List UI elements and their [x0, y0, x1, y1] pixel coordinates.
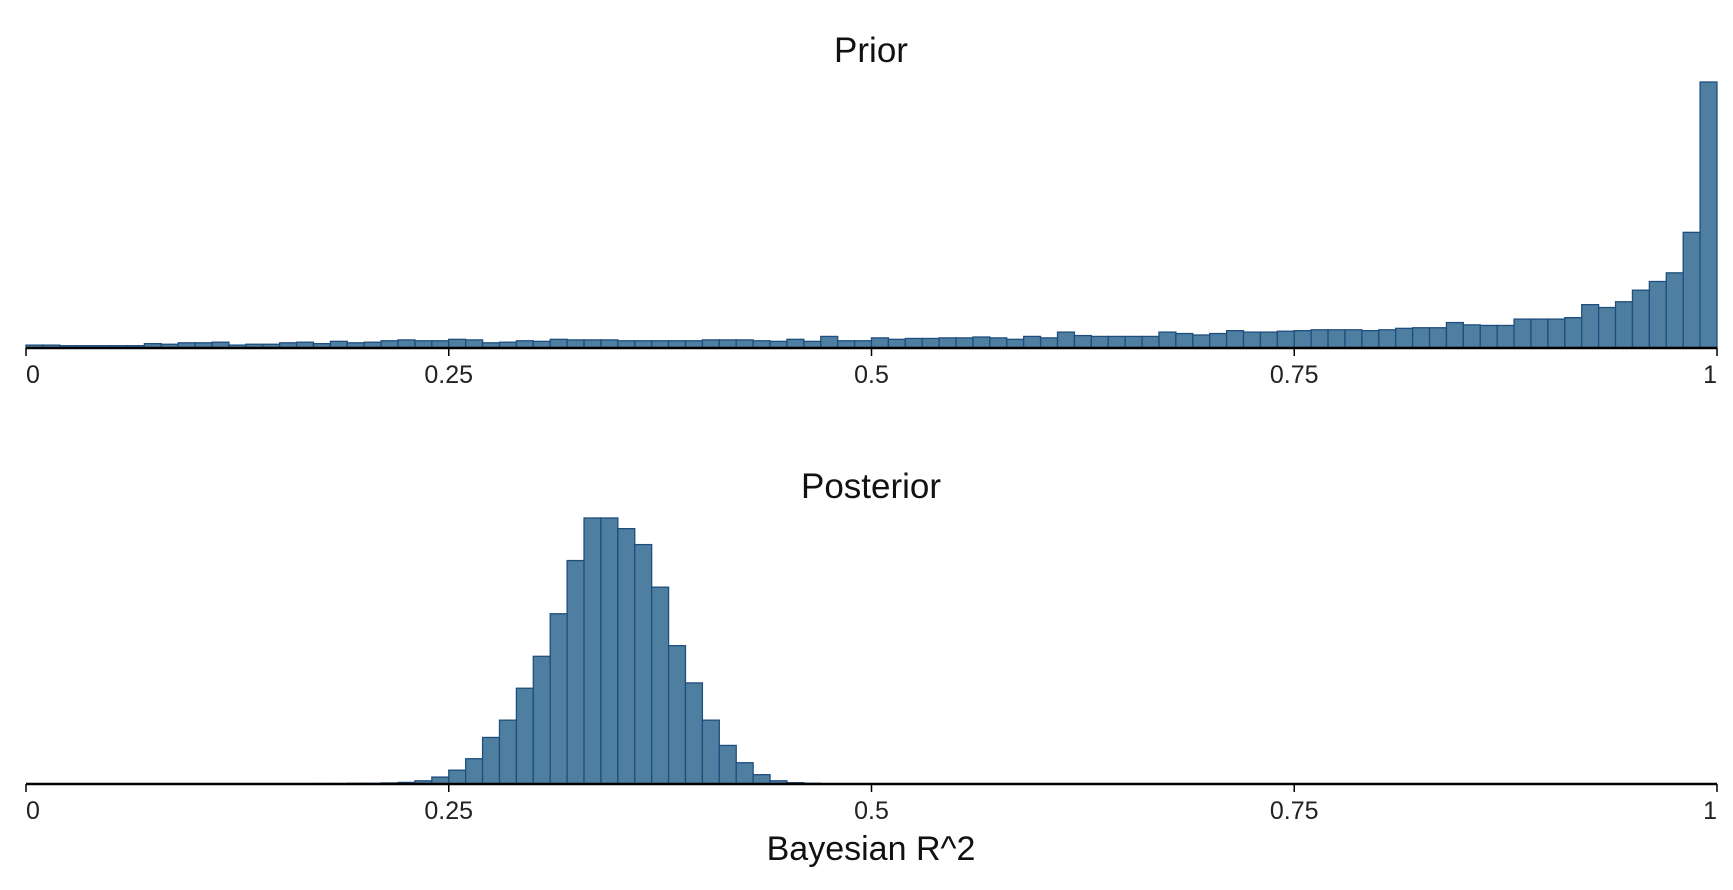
posterior-bar — [483, 737, 500, 784]
prior-bar — [956, 338, 973, 348]
posterior-bar — [550, 614, 567, 784]
prior-bar — [1193, 335, 1210, 348]
prior-bar — [1227, 331, 1244, 348]
prior-bar — [1311, 330, 1328, 348]
prior-tick-label: 0.75 — [1270, 361, 1319, 389]
prior-bar — [1616, 302, 1633, 348]
prior-bar — [1430, 328, 1447, 348]
prior-bar — [1599, 308, 1616, 348]
prior-bar — [1091, 336, 1108, 348]
prior-bar — [1108, 336, 1125, 348]
posterior-panel: Posterior 0 0.25 0.5 0.75 1 Bayesian R^2 — [26, 467, 1717, 868]
posterior-x-ticks: 0 0.25 0.5 0.75 1 — [26, 784, 1717, 825]
posterior-bar — [618, 529, 635, 784]
x-axis-label: Bayesian R^2 — [767, 830, 976, 868]
prior-bar — [1328, 330, 1345, 348]
prior-bar — [1379, 330, 1396, 348]
prior-bar — [787, 339, 804, 348]
posterior-bar — [736, 763, 753, 784]
prior-bar — [872, 338, 889, 348]
prior-bar — [888, 339, 905, 348]
posterior-bar — [449, 770, 466, 784]
posterior-tick-label: 0 — [26, 797, 40, 825]
prior-bar — [1700, 82, 1717, 348]
prior-bars — [26, 82, 1717, 348]
prior-bar — [1277, 331, 1294, 348]
posterior-bar — [702, 720, 719, 784]
prior-bar — [1531, 319, 1548, 348]
posterior-bar — [601, 518, 618, 784]
prior-title: Prior — [834, 31, 908, 70]
posterior-bar — [567, 561, 584, 784]
prior-bar — [1345, 330, 1362, 348]
prior-bar — [1007, 339, 1024, 348]
posterior-bar — [635, 545, 652, 784]
prior-x-ticks: 0 0.25 0.5 0.75 1 — [26, 348, 1717, 389]
posterior-bar — [533, 656, 550, 784]
prior-bar — [922, 338, 939, 348]
prior-bar — [1058, 332, 1075, 348]
prior-bar — [1362, 331, 1379, 348]
prior-bar — [1632, 290, 1649, 348]
prior-bar — [1176, 334, 1193, 348]
prior-bar — [1446, 323, 1463, 348]
prior-bar — [1041, 338, 1058, 348]
prior-bar — [1159, 332, 1176, 348]
prior-bar — [1294, 331, 1311, 348]
prior-bar — [1480, 325, 1497, 348]
prior-panel: Prior 0 0.25 0.5 0.75 1 — [26, 31, 1717, 389]
prior-bar — [1497, 325, 1514, 348]
prior-bar — [1396, 328, 1413, 348]
prior-bar — [550, 339, 567, 348]
prior-tick-label: 0.5 — [854, 361, 889, 389]
prior-bar — [939, 338, 956, 348]
prior-bar — [1666, 273, 1683, 348]
prior-bar — [1582, 305, 1599, 348]
posterior-tick-label: 0.75 — [1270, 797, 1319, 825]
prior-tick-label: 0.25 — [424, 361, 473, 389]
prior-bar — [1244, 332, 1261, 348]
prior-bar — [1260, 332, 1277, 348]
posterior-bar — [584, 518, 601, 784]
prior-bar — [1210, 334, 1227, 348]
posterior-bar — [499, 720, 516, 784]
prior-bar — [1548, 319, 1565, 348]
posterior-title: Posterior — [801, 467, 941, 506]
prior-bar — [1649, 282, 1666, 349]
posterior-bar — [719, 745, 736, 784]
prior-bar — [1024, 336, 1041, 348]
posterior-tick-label: 0.5 — [854, 797, 889, 825]
prior-tick-label: 1 — [1703, 361, 1717, 389]
posterior-bar — [685, 683, 702, 784]
posterior-bar — [669, 646, 686, 784]
prior-bar — [821, 336, 838, 348]
posterior-tick-label: 1 — [1703, 797, 1717, 825]
posterior-bar — [753, 775, 770, 784]
prior-bar — [1565, 318, 1582, 348]
prior-bar — [973, 337, 990, 348]
prior-bar — [1125, 336, 1142, 348]
prior-bar — [449, 339, 466, 348]
prior-bar — [1413, 328, 1430, 348]
posterior-bar — [516, 688, 533, 784]
prior-bar — [1514, 319, 1531, 348]
prior-bar — [905, 338, 922, 348]
posterior-bars — [313, 518, 820, 784]
prior-tick-label: 0 — [26, 361, 40, 389]
prior-bar — [1683, 232, 1700, 348]
posterior-tick-label: 0.25 — [424, 797, 473, 825]
prior-bar — [990, 338, 1007, 348]
posterior-bar — [652, 587, 669, 784]
prior-bar — [1074, 336, 1091, 348]
posterior-bar — [466, 759, 483, 784]
prior-bar — [1463, 325, 1480, 348]
prior-bar — [1142, 336, 1159, 348]
